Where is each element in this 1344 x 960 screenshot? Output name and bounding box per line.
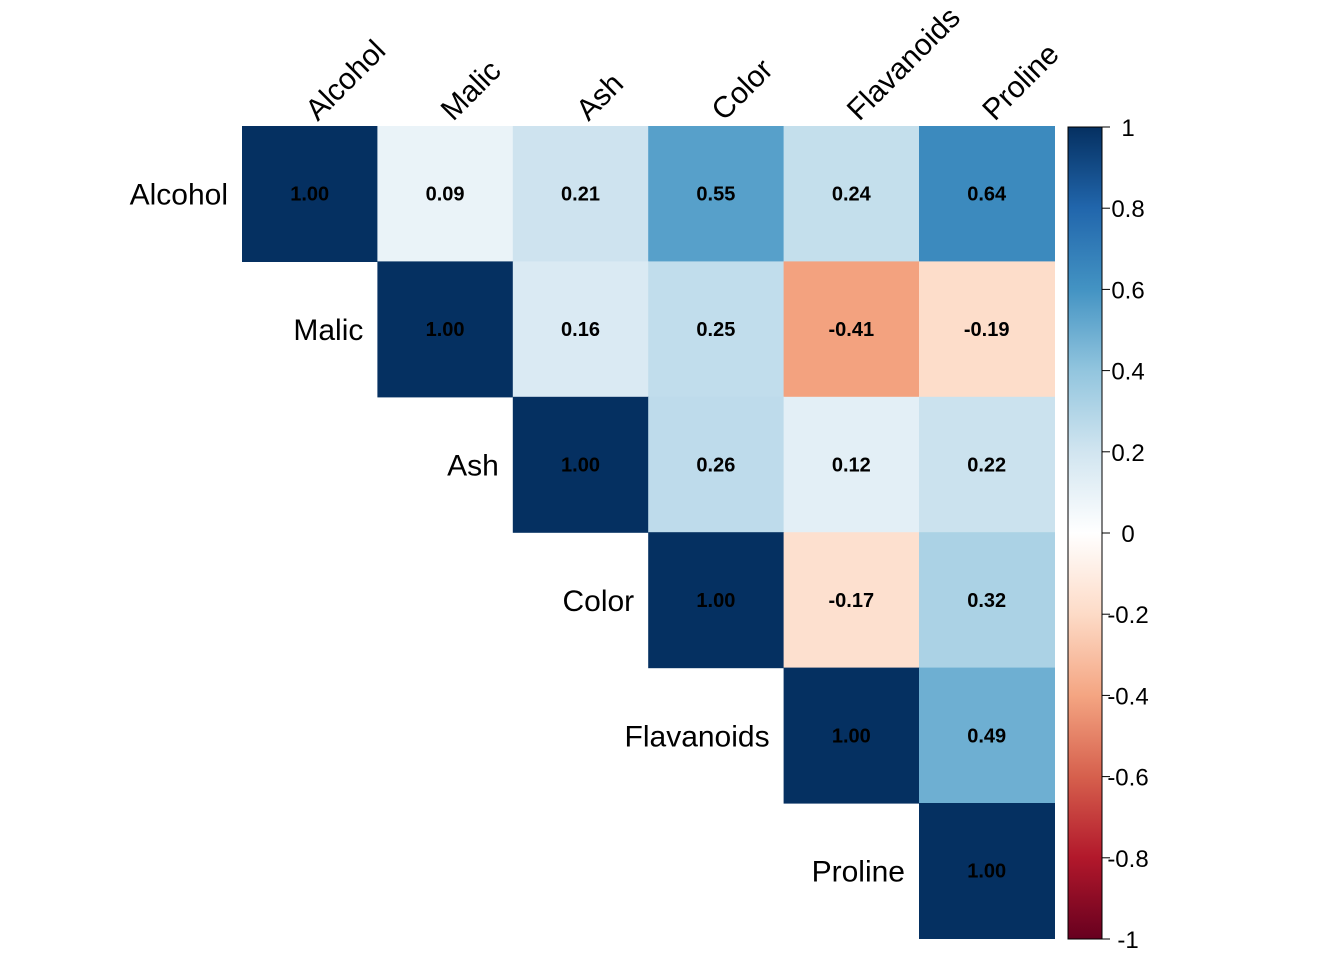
cell-value-label: 0.55 [696, 184, 735, 206]
heatmap-cell-ash-ash [512, 396, 649, 533]
cell-value-label: 0.26 [696, 455, 735, 477]
color-legend-tick-label: -0.2 [1107, 602, 1148, 629]
cell-value-label: 1.00 [290, 184, 329, 206]
heatmap-cell-alcohol-proline [919, 126, 1055, 262]
color-legend-tick-label: 0 [1121, 521, 1134, 548]
heatmap-cell-ash-proline [919, 396, 1055, 533]
heatmap-cell-alcohol-flavanoids [783, 126, 920, 262]
heatmap-cell-malic-flavanoids [783, 261, 920, 398]
cell-value-label: 0.32 [967, 590, 1006, 612]
heatmap-cell-ash-flavanoids [783, 396, 920, 533]
column-label-alcohol: Alcohol [299, 34, 392, 127]
heatmap-cell-alcohol-alcohol [242, 126, 378, 262]
column-labels: Alcohol Malic Ash Color Flavanoids Proline [299, 1, 1065, 127]
row-label-alcohol: Alcohol [130, 179, 228, 212]
cell-value-label: 0.22 [967, 455, 1006, 477]
cell-value-label: 0.16 [561, 319, 600, 341]
row-label-flavanoids: Flavanoids [625, 720, 770, 753]
column-label-malic: Malic [435, 54, 508, 127]
color-legend-tick-label: -0.4 [1107, 683, 1148, 710]
cell-value-label: 0.24 [832, 184, 872, 206]
heatmap-cell-flavanoids-flavanoids [783, 667, 920, 804]
cell-value-label: 1.00 [426, 319, 465, 341]
column-label-proline: Proline [976, 38, 1065, 127]
color-legend-ticks: 1 0.8 0.6 0.4 0.2 0 -0.2 -0.4 -0.6 -0.8 -1 [1102, 115, 1149, 954]
cell-value-label: -0.41 [829, 319, 875, 341]
heatmap-cells: 1.00 0.09 0.21 0.55 0.24 0.64 1.00 0.16 0.25 -0.4… [242, 126, 1055, 939]
heatmap-cell-color-flavanoids [783, 532, 920, 669]
color-legend-tick-label: 0.6 [1111, 277, 1144, 304]
heatmap-cell-proline-proline [919, 803, 1055, 939]
row-labels: Alcohol Malic Ash Color Flavanoids Proline [130, 179, 905, 889]
cell-value-label: -0.17 [829, 590, 875, 612]
color-legend-tick-label: 0.2 [1111, 440, 1144, 467]
row-label-ash: Ash [447, 450, 499, 483]
cell-value-label: -0.19 [964, 319, 1010, 341]
heatmap-cell-malic-ash [512, 261, 649, 398]
cell-value-label: 0.25 [696, 319, 735, 341]
color-legend-tick-label: 0.8 [1111, 196, 1144, 223]
column-label-flavanoids: Flavanoids [841, 1, 967, 127]
column-label-color: Color [706, 53, 780, 127]
heatmap-cell-color-proline [919, 532, 1055, 669]
column-label-ash: Ash [570, 67, 630, 127]
cell-value-label: 1.00 [967, 861, 1006, 883]
cell-value-label: 1.00 [696, 590, 735, 612]
heatmap-cell-ash-color [648, 396, 785, 533]
cell-value-label: 0.21 [561, 184, 600, 206]
cell-value-label: 0.49 [967, 725, 1006, 747]
color-legend-tick-label: -0.8 [1107, 846, 1148, 873]
cell-value-label: 1.00 [832, 725, 871, 747]
color-legend-tick-label: -0.6 [1107, 765, 1148, 792]
color-legend-tick-label: 1 [1121, 115, 1134, 142]
cell-value-label: 0.12 [832, 455, 871, 477]
row-label-proline: Proline [812, 856, 905, 889]
heatmap-cell-alcohol-ash [512, 126, 649, 262]
heatmap-cell-malic-proline [919, 261, 1055, 398]
heatmap-cell-flavanoids-proline [919, 667, 1055, 804]
heatmap-cell-malic-color [648, 261, 785, 398]
row-label-color: Color [562, 585, 634, 618]
heatmap-cell-color-color [648, 532, 785, 669]
cell-value-label: 0.09 [426, 184, 465, 206]
color-legend-bar [1068, 127, 1102, 939]
color-legend-tick-label: -1 [1117, 927, 1138, 954]
heatmap-cell-alcohol-malic [377, 126, 514, 262]
cell-value-label: 1.00 [561, 455, 600, 477]
heatmap-cell-alcohol-color [648, 126, 785, 262]
cell-value-label: 0.64 [967, 184, 1007, 206]
color-legend-tick-label: 0.4 [1111, 359, 1144, 386]
row-label-malic: Malic [293, 314, 363, 347]
heatmap-cell-malic-malic [377, 261, 514, 398]
color-legend: 1 0.8 0.6 0.4 0.2 0 -0.2 -0.4 -0.6 -0.8 -1 [1067, 115, 1149, 954]
